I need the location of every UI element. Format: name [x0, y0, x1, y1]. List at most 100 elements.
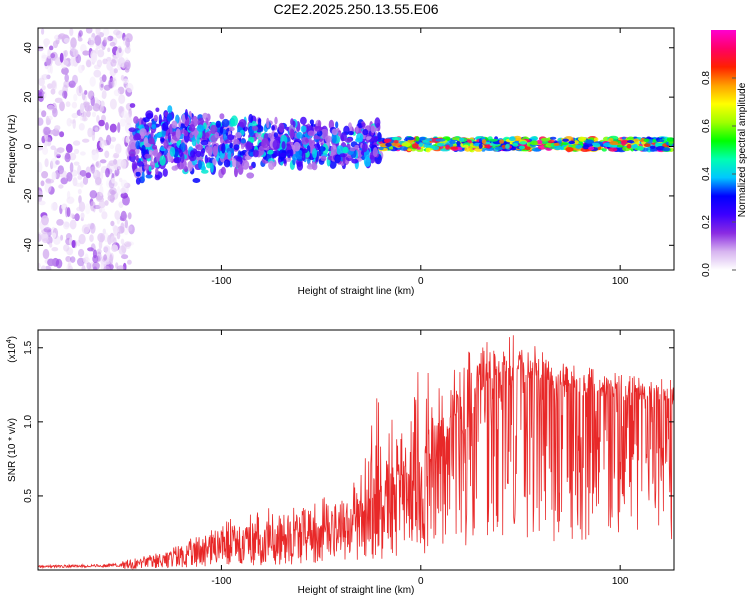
spectrogram-cell — [72, 49, 79, 58]
spectrogram-cell — [107, 79, 115, 89]
spectrogram-cell — [588, 146, 595, 151]
spectrogram-cell — [43, 38, 50, 46]
spectrogram-cell — [486, 144, 491, 149]
spectrogram-cell — [87, 105, 93, 112]
spectrogram-cell — [51, 81, 57, 89]
spectrogram-cell — [59, 131, 65, 138]
spectrogram-cell — [258, 145, 265, 156]
spectrogram-cell — [52, 107, 58, 118]
spectrogram-cell — [42, 146, 49, 155]
spectrogram-cell — [124, 219, 128, 229]
spectrogram-cell — [51, 247, 59, 252]
spectrogram-cell — [81, 92, 86, 101]
snr-x-axis: -100 0 100 — [211, 330, 629, 587]
spectrogram-cell — [296, 131, 303, 139]
spectrogram-cell — [97, 49, 105, 58]
spectrogram-cell — [233, 144, 240, 151]
spectrogram-cell — [279, 152, 287, 158]
spectrogram-cell — [81, 224, 90, 235]
spectrogram-cell — [116, 265, 125, 270]
spectrogram-cell — [120, 187, 126, 194]
spectrogram-cell — [41, 52, 46, 62]
spectrogram-cell — [127, 241, 135, 246]
spectrogram-cell — [65, 206, 69, 218]
spectrogram-cell — [148, 149, 153, 155]
spectrogram-cell — [348, 131, 354, 136]
spectrogram-cell — [117, 57, 126, 68]
spectrogram-cell — [391, 136, 402, 141]
spectrogram-cell — [107, 189, 115, 200]
spectrogram-cell — [411, 143, 419, 149]
spectrogram-cell — [111, 244, 119, 252]
spectrogram-cell — [107, 35, 114, 42]
spectrogram-cell — [621, 136, 627, 140]
spectrogram-cell — [38, 78, 45, 84]
spectrogram-cell — [331, 133, 337, 144]
spectrogram-cell — [127, 225, 133, 232]
spectrogram-cell — [38, 262, 41, 269]
spectrogram-cell — [155, 167, 159, 176]
colorbar-tick-label: 0.2 — [701, 215, 712, 229]
spectrogram-cell — [62, 221, 70, 230]
spectrogram-cell — [89, 234, 94, 242]
spectrogram-cell — [621, 140, 626, 146]
spectrogram-cell — [78, 248, 85, 258]
spectrogram-cell — [167, 105, 173, 114]
spectrogram-cell — [104, 122, 109, 131]
spectrogram-cell — [292, 120, 296, 128]
spectrogram-cell — [429, 145, 436, 149]
spectrogram-cell — [384, 138, 392, 143]
colorbar: 0.0 0.2 0.4 0.6 0.8 Normalized spectral ampl… — [701, 30, 748, 277]
spectrogram-cell — [83, 101, 90, 107]
spectrogram-cell — [66, 247, 74, 256]
spectrogram-cell — [73, 161, 80, 166]
spectrogram-cell — [77, 175, 83, 180]
spectrogram-cell — [342, 146, 349, 154]
spectrogram-cell — [636, 145, 644, 151]
spectrogram-cell — [205, 146, 213, 154]
spectrogram-cell — [643, 143, 651, 147]
spectrogram-cell — [66, 172, 73, 182]
spectrogram-cell — [601, 148, 607, 152]
spectrogram-cell — [54, 97, 63, 104]
spectrogram-cell — [406, 136, 415, 141]
spectrogram-cell — [187, 160, 193, 172]
spectrogram-cell — [99, 140, 105, 149]
spectrogram-cell — [234, 166, 238, 178]
spectrogram-cell — [71, 112, 79, 119]
spectrogram-cell — [481, 148, 486, 152]
spectrogram-cell — [305, 138, 309, 143]
spectrogram-cell — [248, 165, 253, 170]
spectrogram-cell — [65, 256, 72, 262]
spectrogram-cell — [204, 154, 208, 164]
spectrogram-cell — [125, 242, 131, 249]
spectrogram-cell — [85, 28, 93, 34]
spectrogram-cell — [106, 134, 112, 146]
spectrogram-cell — [73, 148, 80, 154]
spectrogram-cell — [425, 147, 431, 153]
spectrogram-cell — [58, 33, 66, 39]
spectrogram-cell — [63, 37, 70, 44]
svg-text:(x104): (x104) — [6, 336, 18, 363]
spectrogram-cell — [336, 145, 344, 156]
spectrogram-cell — [144, 143, 152, 148]
spectrogram-cell — [148, 165, 152, 172]
spectrogram-cell — [300, 116, 307, 125]
spectrogram-cell — [49, 64, 53, 74]
spectrogram-cell — [331, 128, 338, 136]
spectrogram-cell — [103, 37, 107, 44]
spectrogram-cell — [445, 144, 450, 150]
spectrogram-cell — [320, 145, 324, 155]
spectrogram-y-axis-label: Frequency (Hz) — [7, 115, 18, 184]
spectrogram-cell — [540, 137, 550, 142]
spectrogram-cell — [105, 36, 111, 43]
spectrogram-cell — [148, 137, 155, 145]
spectrogram-cell — [274, 150, 281, 157]
spectrogram-cell — [343, 125, 350, 135]
spectrogram-cell — [113, 89, 120, 97]
spectrogram-cell — [63, 50, 68, 57]
spectrogram-cell — [86, 262, 92, 270]
spectrogram-cell — [116, 166, 121, 171]
spectrogram-cell — [78, 123, 85, 131]
spectrogram-cell — [82, 176, 89, 185]
